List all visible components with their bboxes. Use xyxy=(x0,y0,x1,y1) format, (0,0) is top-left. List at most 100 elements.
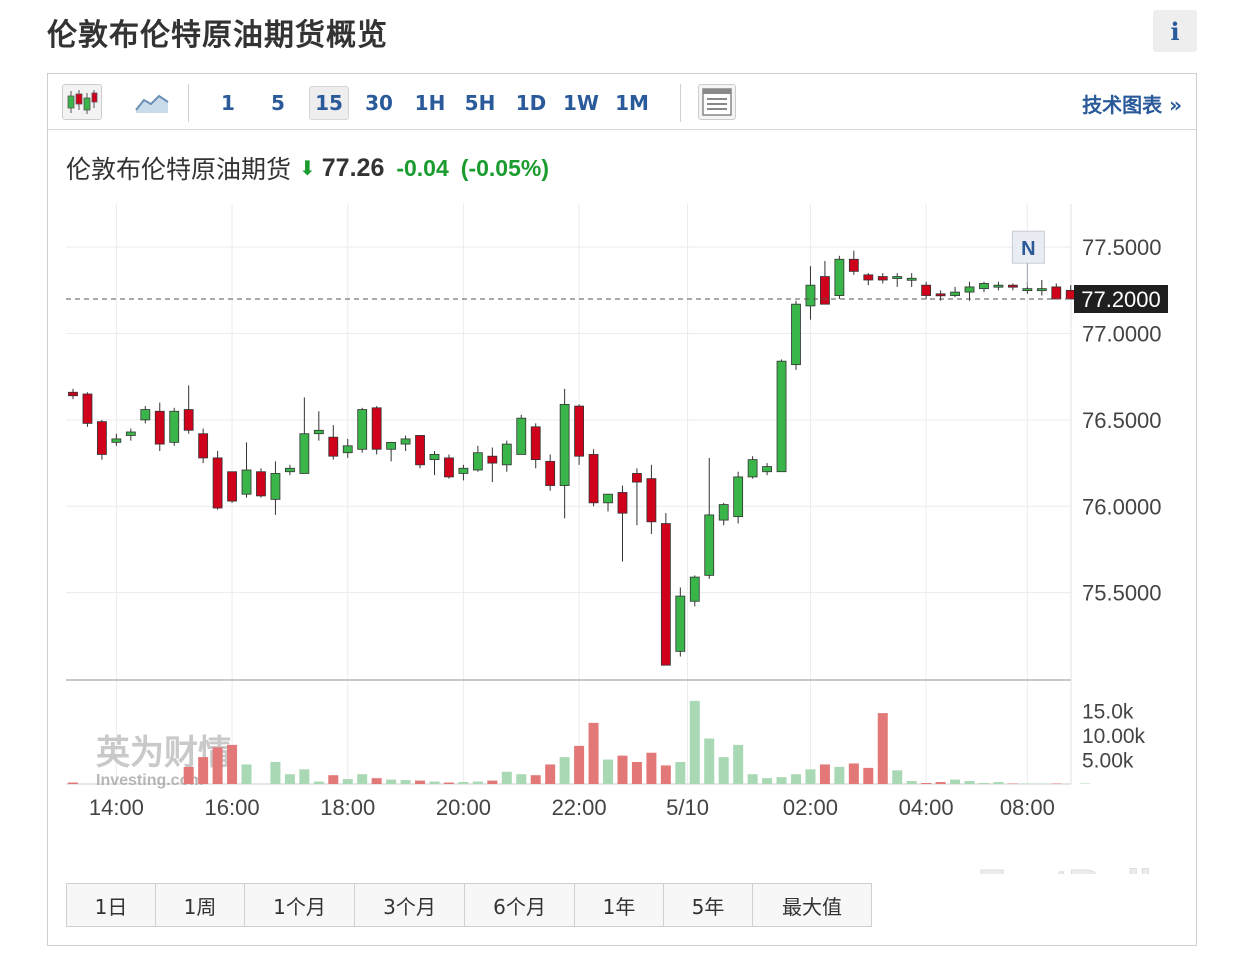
price-chart: 英为财情 Investing.com 77.2000 77.5000 77.0000… xyxy=(66,204,1168,874)
candle-body xyxy=(400,438,411,445)
volume-bar xyxy=(964,781,975,784)
range-1-day[interactable]: 1日 xyxy=(67,884,156,926)
price-tick-label: 77.5000 xyxy=(1082,235,1162,260)
candle-body xyxy=(97,421,107,455)
price-tick-label: 75.5000 xyxy=(1082,581,1162,606)
timeframe-5[interactable]: 5 xyxy=(271,91,285,115)
data-table-icon[interactable] xyxy=(698,84,736,120)
area-chart-icon[interactable] xyxy=(132,84,172,120)
candle-body xyxy=(603,493,613,504)
volume-bar xyxy=(357,774,368,784)
volume-bar xyxy=(487,780,498,784)
candle-body xyxy=(313,429,324,435)
candlestick-chart-icon[interactable] xyxy=(62,84,102,120)
candle-body xyxy=(906,277,917,281)
candle-body xyxy=(241,469,252,495)
volume-bar xyxy=(559,757,570,784)
timeframe-1w[interactable]: 1W xyxy=(563,91,599,115)
toolbar-divider xyxy=(680,84,681,122)
candle-body xyxy=(516,417,527,455)
volume-bar xyxy=(386,779,397,784)
arrow-down-icon: ⬇ xyxy=(299,156,316,180)
timeframe-1m[interactable]: 1M xyxy=(615,91,649,115)
volume-bar xyxy=(588,722,599,784)
volume-bar xyxy=(501,771,512,784)
time-tick-label: 18:00 xyxy=(320,795,375,820)
candle-body xyxy=(212,457,223,509)
range-1-month[interactable]: 1个月 xyxy=(245,884,355,926)
range-5-years[interactable]: 5年 xyxy=(664,884,753,926)
chart-panel: 1 5 15 30 1H 5H 1D 1W 1M 技术图表 » 伦敦布伦特原油期… xyxy=(47,73,1197,946)
candle-body xyxy=(1022,288,1033,292)
volume-bar xyxy=(819,764,830,784)
range-3-months[interactable]: 3个月 xyxy=(355,884,465,926)
volume-bar xyxy=(660,765,671,784)
candle-body xyxy=(82,393,93,424)
candle-body xyxy=(950,291,960,296)
candle-body xyxy=(675,595,686,652)
time-tick-label: 22:00 xyxy=(552,795,607,820)
current-price-box xyxy=(1074,285,1168,313)
candle-body xyxy=(227,471,237,502)
timeframe-5h[interactable]: 5H xyxy=(464,91,496,115)
range-1-week[interactable]: 1周 xyxy=(156,884,245,926)
volume-bar xyxy=(906,781,917,784)
candle-body xyxy=(299,433,310,474)
volume-bar xyxy=(429,781,440,784)
candle-body xyxy=(472,452,483,471)
candle-body xyxy=(993,284,1004,288)
candle-body xyxy=(747,459,758,478)
volume-bar xyxy=(313,781,324,784)
volume-bar xyxy=(921,783,932,784)
timeframe-30[interactable]: 30 xyxy=(365,91,393,115)
instrument-name: 伦敦布伦特原油期货 xyxy=(66,155,292,184)
range-6-months[interactable]: 6个月 xyxy=(465,884,575,926)
timeframe-1d[interactable]: 1D xyxy=(515,91,547,115)
candle-body xyxy=(111,438,122,443)
volume-bar xyxy=(747,774,758,784)
chart-grid xyxy=(66,204,1072,785)
watermark-en: Investing.com xyxy=(96,772,204,789)
candle-body xyxy=(863,274,874,281)
candle-body xyxy=(357,409,368,450)
candle-body xyxy=(689,576,700,602)
candle-body xyxy=(588,454,599,504)
candle-body xyxy=(458,467,469,474)
candle-body xyxy=(487,455,498,464)
volume-bar xyxy=(848,763,859,784)
time-tick-label: 20:00 xyxy=(436,795,491,820)
volume-bar xyxy=(530,775,541,784)
candle-body xyxy=(530,426,541,461)
volume-bar xyxy=(834,766,845,784)
candle-body xyxy=(284,467,295,473)
range-1-year[interactable]: 1年 xyxy=(575,884,664,926)
candle-body xyxy=(892,276,903,279)
volume-bar xyxy=(704,738,715,784)
candle-body xyxy=(979,283,989,290)
watermark: 英为财情 Investing.com xyxy=(96,733,232,789)
volume-bar xyxy=(371,778,382,784)
volume-bar xyxy=(877,713,888,784)
candle-body xyxy=(386,441,397,450)
range-selector: 1日 1周 1个月 3个月 6个月 1年 5年 最大值 xyxy=(66,883,872,927)
last-price: 77.26 xyxy=(321,153,385,182)
range-max[interactable]: 最大值 xyxy=(782,894,842,919)
candle-body xyxy=(371,407,382,450)
volume-bar xyxy=(516,774,527,784)
timeframe-1h[interactable]: 1H xyxy=(414,91,446,115)
volume-bar xyxy=(675,762,686,784)
candle-body xyxy=(169,410,180,443)
volume-bar xyxy=(415,780,426,784)
volume-bar xyxy=(935,782,946,784)
watermark-fastbull: FastBull xyxy=(978,861,1152,874)
volume-bar xyxy=(689,700,700,784)
info-button[interactable]: i xyxy=(1153,10,1197,52)
candle-body xyxy=(776,360,787,473)
technical-chart-link[interactable]: 技术图表 » xyxy=(1082,93,1182,117)
volume-bar xyxy=(631,762,642,784)
candle-body xyxy=(198,433,209,459)
timeframe-1[interactable]: 1 xyxy=(221,91,235,115)
candlesticks xyxy=(68,250,1091,666)
volume-bar xyxy=(892,770,903,784)
timeframe-15[interactable]: 15 xyxy=(309,86,349,120)
